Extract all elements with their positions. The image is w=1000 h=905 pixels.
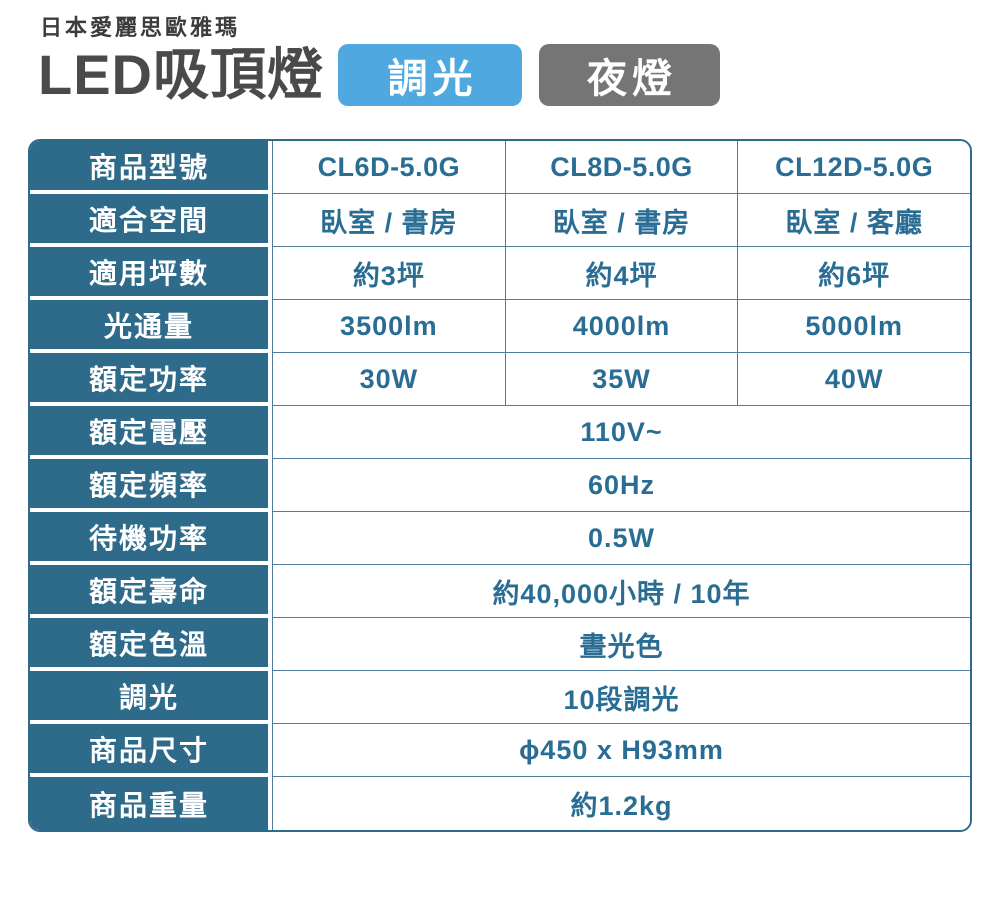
spec-cell: 約4坪 (504, 247, 738, 300)
spec-value-span: 110V~ (272, 406, 970, 459)
spec-cell: 35W (504, 353, 738, 406)
table-row-model: 商品型號 CL6D-5.0G CL8D-5.0G CL12D-5.0G (30, 141, 970, 194)
table-row-weight: 商品重量 約1.2kg (30, 777, 970, 830)
table-row-voltage: 額定電壓 110V~ (30, 406, 970, 459)
model-cell: CL8D-5.0G (504, 141, 738, 194)
row-label: 額定電壓 (30, 406, 272, 459)
table-row-frequency: 額定頻率 60Hz (30, 459, 970, 512)
spec-table: 商品型號 CL6D-5.0G CL8D-5.0G CL12D-5.0G 適合空間… (28, 139, 972, 832)
row-label: 額定色溫 (30, 618, 272, 671)
spec-value-span: 約1.2kg (272, 777, 970, 830)
nightlight-badge: 夜燈 (539, 44, 720, 106)
row-label: 待機功率 (30, 512, 272, 565)
row-label: 商品重量 (30, 777, 272, 830)
model-cell: CL6D-5.0G (272, 141, 505, 194)
dimming-badge: 調光 (338, 44, 522, 106)
row-label: 商品尺寸 (30, 724, 272, 777)
spec-cell: 3500lm (272, 300, 505, 353)
title-row: LED吸頂燈 調光 夜燈 (38, 40, 720, 110)
spec-cell: 約6坪 (737, 247, 970, 300)
table-row-lumen: 光通量 3500lm 4000lm 5000lm (30, 300, 970, 353)
spec-value-span: 晝光色 (272, 618, 970, 671)
spec-value-span: 60Hz (272, 459, 970, 512)
row-label: 額定功率 (30, 353, 272, 406)
table-row-dimensions: 商品尺寸 ϕ450 x H93mm (30, 724, 970, 777)
table-row-area: 適用坪數 約3坪 約4坪 約6坪 (30, 247, 970, 300)
spec-value-span: ϕ450 x H93mm (272, 724, 970, 777)
spec-cell: 臥室 / 書房 (272, 194, 505, 247)
table-row-power: 額定功率 30W 35W 40W (30, 353, 970, 406)
table-row-standby: 待機功率 0.5W (30, 512, 970, 565)
row-label: 額定頻率 (30, 459, 272, 512)
spec-cell: 約3坪 (272, 247, 505, 300)
spec-value-span: 約40,000小時 / 10年 (272, 565, 970, 618)
spec-cell: 4000lm (504, 300, 738, 353)
row-label: 調光 (30, 671, 272, 724)
row-label: 光通量 (30, 300, 272, 353)
table-row-lifespan: 額定壽命 約40,000小時 / 10年 (30, 565, 970, 618)
spec-cell: 5000lm (737, 300, 970, 353)
spec-value-span: 0.5W (272, 512, 970, 565)
row-label: 額定壽命 (30, 565, 272, 618)
table-row-color-temp: 額定色溫 晝光色 (30, 618, 970, 671)
row-label: 適合空間 (30, 194, 272, 247)
spec-cell: 臥室 / 客廳 (737, 194, 970, 247)
table-row-space: 適合空間 臥室 / 書房 臥室 / 書房 臥室 / 客廳 (30, 194, 970, 247)
spec-cell: 30W (272, 353, 505, 406)
spec-cell: 40W (737, 353, 970, 406)
row-label: 適用坪數 (30, 247, 272, 300)
table-row-dimming: 調光 10段調光 (30, 671, 970, 724)
brand-text: 日本愛麗思歐雅瑪 (40, 15, 241, 40)
spec-cell: 臥室 / 書房 (504, 194, 738, 247)
spec-value-span: 10段調光 (272, 671, 970, 724)
row-label: 商品型號 (30, 141, 272, 194)
model-cell: CL12D-5.0G (737, 141, 970, 194)
page-title: LED吸頂燈 (38, 43, 324, 106)
